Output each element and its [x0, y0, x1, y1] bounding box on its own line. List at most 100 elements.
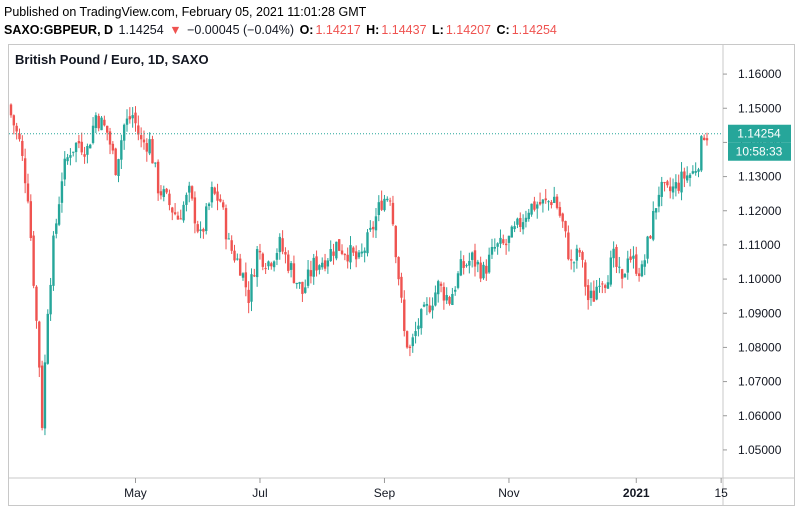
candle-body	[35, 286, 38, 321]
candle-body	[581, 252, 584, 260]
candle-body	[468, 260, 471, 266]
candle-body	[453, 289, 457, 292]
y-tick-label: 1.07000	[738, 375, 782, 389]
candle-body	[380, 200, 383, 210]
candle-body	[660, 181, 663, 197]
y-tick-label: 1.12000	[738, 204, 782, 218]
candle-body	[527, 212, 530, 220]
candle-body	[241, 273, 245, 278]
candle-body	[219, 198, 222, 202]
symbol-label: SAXO:GBPEUR, D	[4, 23, 114, 37]
candle-body	[111, 143, 115, 151]
candle-body	[23, 158, 27, 184]
candle-body	[114, 148, 117, 176]
candle-body	[705, 138, 709, 141]
candle-body	[584, 262, 587, 287]
candle-body	[244, 272, 248, 288]
candle-body	[185, 194, 188, 205]
candle-body	[615, 247, 618, 267]
candle-body	[691, 171, 695, 174]
candle-body	[558, 207, 562, 216]
candle-body	[66, 157, 69, 162]
candle-body	[578, 250, 581, 253]
candle-body	[640, 264, 644, 277]
candle-body	[683, 171, 686, 179]
candle-body	[422, 304, 426, 307]
candle-body	[400, 276, 403, 298]
candle-body	[304, 287, 307, 293]
candle-body	[77, 141, 81, 144]
candle-body	[199, 229, 202, 231]
candle-body	[128, 116, 132, 120]
candle-body	[309, 270, 313, 277]
candle-body	[176, 215, 180, 220]
candle-body	[544, 198, 547, 201]
candle-body	[649, 236, 652, 239]
candle-body	[530, 203, 533, 215]
candle-body	[442, 286, 446, 301]
candle-body	[193, 197, 197, 224]
candle-body	[52, 235, 55, 286]
y-tick-label: 1.15000	[738, 101, 782, 115]
candle-body	[120, 140, 123, 160]
candle-body	[264, 268, 267, 270]
candle-body	[420, 309, 423, 329]
candle-body	[108, 131, 112, 145]
candle-body	[439, 283, 443, 286]
candle-body	[142, 139, 146, 143]
candle-body	[462, 261, 465, 268]
candle-body	[519, 217, 522, 228]
candle-body	[224, 208, 228, 240]
candle-body	[233, 250, 236, 261]
candle-body	[408, 346, 412, 349]
candle-body	[697, 169, 700, 172]
candle-body	[335, 241, 338, 259]
chart-panel	[8, 44, 795, 506]
candle-body	[63, 158, 66, 180]
candle-body	[425, 303, 429, 306]
candle-body	[657, 194, 661, 207]
candle-body	[131, 115, 134, 119]
candle-body	[643, 260, 646, 267]
candle-body	[437, 281, 440, 295]
candle-body	[592, 290, 596, 302]
candle-body	[250, 274, 253, 302]
candle-body	[635, 254, 638, 274]
candle-body	[190, 186, 194, 199]
candle-body	[168, 193, 171, 206]
candle-body	[173, 212, 177, 215]
x-tick-label: 15	[714, 486, 728, 500]
candle-body	[86, 145, 89, 155]
candle-body	[122, 124, 126, 141]
candle-body	[603, 285, 607, 288]
x-tick-label: 2021	[623, 486, 650, 500]
candle-body	[513, 226, 516, 230]
candle-body	[502, 239, 505, 244]
change-value: −0.00045 (−0.04%)	[187, 23, 295, 37]
candle-body	[270, 263, 273, 267]
candle-body	[159, 191, 163, 196]
candle-body	[196, 224, 199, 232]
candle-body	[586, 285, 590, 301]
candle-body	[533, 201, 536, 210]
candle-body	[397, 257, 400, 280]
candle-body	[428, 305, 431, 313]
candle-body	[663, 182, 666, 184]
candle-body	[261, 253, 265, 267]
candle-body	[601, 283, 604, 285]
candle-body	[216, 191, 219, 201]
candle-body	[312, 257, 315, 277]
candle-body	[182, 204, 185, 221]
candle-body	[38, 321, 41, 368]
chart-title: British Pound / Euro, 1D, SAXO	[15, 52, 209, 67]
candle-body	[629, 256, 632, 260]
candle-body	[154, 162, 157, 164]
candle-body	[74, 142, 78, 153]
y-tick-label: 1.10000	[738, 272, 782, 286]
candle-body	[493, 246, 497, 249]
candle-body	[238, 258, 242, 276]
candle-body	[654, 208, 658, 213]
candle-body	[417, 325, 420, 330]
candle-body	[595, 286, 598, 300]
